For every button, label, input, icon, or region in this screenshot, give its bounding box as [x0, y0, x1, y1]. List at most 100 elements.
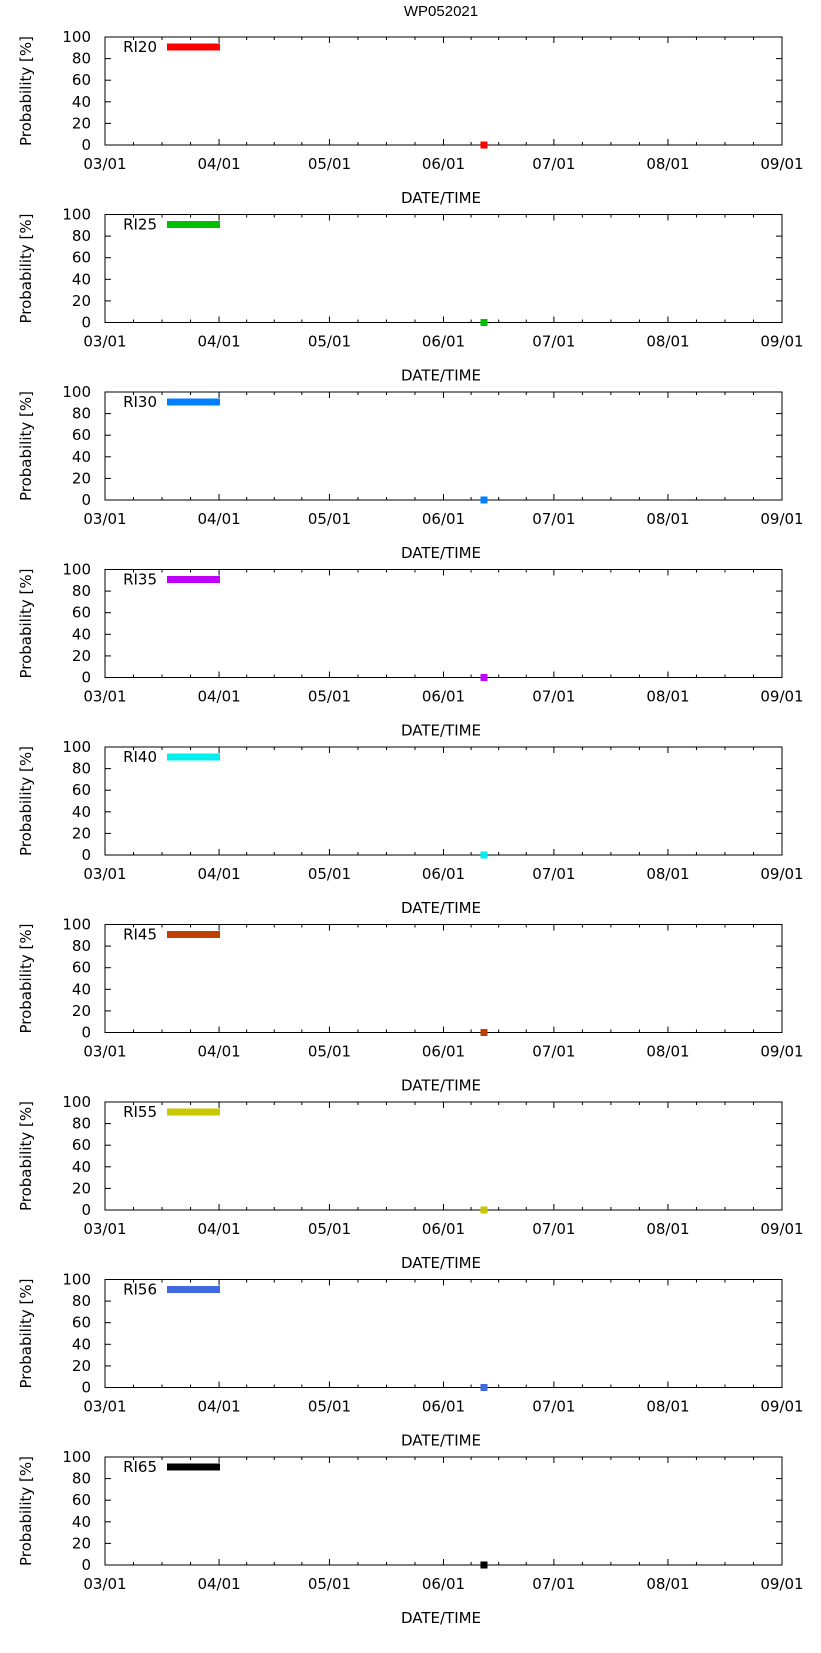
- x-tick-label: 09/01: [760, 333, 803, 351]
- y-axis-label: Probability [%]: [17, 391, 35, 501]
- y-tick-label: 100: [62, 916, 91, 934]
- x-tick-label: 04/01: [197, 333, 240, 351]
- x-axis-label: DATE/TIME: [401, 544, 481, 562]
- x-tick-label: 09/01: [760, 1043, 803, 1061]
- x-tick-label: 06/01: [422, 1043, 465, 1061]
- y-tick-label: 60: [72, 249, 91, 267]
- legend-label: RI56: [123, 1281, 157, 1299]
- y-tick-label: 60: [72, 1136, 91, 1154]
- y-tick-label: 20: [72, 1534, 91, 1552]
- y-tick-label: 40: [72, 625, 91, 643]
- y-tick-label: 60: [72, 426, 91, 444]
- y-tick-label: 20: [72, 647, 91, 665]
- y-axis-label: Probability [%]: [17, 923, 35, 1033]
- x-tick-label: 03/01: [83, 1043, 126, 1061]
- panel-ri30: 0 20 40 60 80 100 03/01 04/01 05/01 06/01 07/01 08/…: [17, 383, 804, 562]
- panel-ri35: 0 20 40 60 80 100 03/01 04/01 05/01 06/01 07/01 08/…: [17, 561, 804, 740]
- x-tick-label: 08/01: [646, 1220, 689, 1238]
- panel-ri65: 0 20 40 60 80 100 03/01 04/01 05/01 06/01 07/01 08/…: [17, 1448, 804, 1627]
- plot-frame: [104, 1101, 783, 1211]
- x-tick-label: 04/01: [197, 688, 240, 706]
- x-tick-label: 05/01: [308, 688, 351, 706]
- panel-ri25: 0 20 40 60 80 100 03/01 04/01 05/01 06/01 07/01 08/…: [17, 206, 804, 385]
- y-tick-label: 80: [72, 227, 91, 245]
- y-tick-label: 100: [62, 28, 91, 46]
- x-tick-label: 04/01: [197, 155, 240, 173]
- y-tick-label: 80: [72, 937, 91, 955]
- x-tick-label: 05/01: [308, 865, 351, 883]
- y-tick-label: 100: [62, 206, 91, 224]
- y-tick-label: 60: [72, 1314, 91, 1332]
- x-tick-label: 03/01: [83, 688, 126, 706]
- x-tick-label: 07/01: [532, 688, 575, 706]
- y-tick-label: 80: [72, 405, 91, 423]
- y-tick-label: 80: [72, 1115, 91, 1133]
- chart-title: WP052021: [404, 3, 478, 20]
- x-tick-label: 04/01: [197, 1043, 240, 1061]
- x-tick-label: 05/01: [308, 333, 351, 351]
- x-axis-label: DATE/TIME: [401, 367, 481, 385]
- x-tick-label: 09/01: [760, 865, 803, 883]
- plot-frame: [104, 1279, 783, 1388]
- x-tick-label: 09/01: [760, 1398, 803, 1416]
- plot-frame: [104, 569, 783, 678]
- x-tick-label: 03/01: [83, 865, 126, 883]
- x-tick-label: 08/01: [646, 688, 689, 706]
- x-axis-label: DATE/TIME: [401, 899, 481, 917]
- y-tick-label: 20: [72, 824, 91, 842]
- data-point: [480, 1029, 488, 1036]
- y-tick-label: 0: [81, 846, 91, 864]
- y-tick-label: 100: [62, 1271, 91, 1289]
- x-tick-label: 07/01: [532, 1043, 575, 1061]
- plot-frame: [104, 391, 783, 501]
- y-tick-label: 20: [72, 292, 91, 310]
- x-tick-label: 07/01: [532, 1398, 575, 1416]
- y-tick-label: 40: [72, 448, 91, 466]
- x-tick-label: 09/01: [760, 155, 803, 173]
- y-tick-label: 80: [72, 1470, 91, 1488]
- x-tick-label: 05/01: [308, 1575, 351, 1593]
- legend-label: RI65: [123, 1458, 157, 1476]
- x-tick-label: 03/01: [83, 1575, 126, 1593]
- y-tick-label: 0: [81, 314, 91, 332]
- y-tick-label: 60: [72, 781, 91, 799]
- x-tick-label: 06/01: [422, 865, 465, 883]
- y-tick-label: 40: [72, 93, 91, 111]
- x-tick-label: 09/01: [760, 510, 803, 528]
- y-tick-label: 0: [81, 669, 91, 687]
- y-tick-label: 100: [62, 1093, 91, 1111]
- x-tick-label: 09/01: [760, 1575, 803, 1593]
- y-tick-label: 0: [81, 1556, 91, 1574]
- data-point: [480, 674, 488, 681]
- y-axis-label: Probability [%]: [17, 568, 35, 678]
- x-tick-label: 07/01: [532, 1220, 575, 1238]
- legend-label: RI35: [123, 571, 157, 589]
- x-tick-label: 03/01: [83, 510, 126, 528]
- y-tick-label: 20: [72, 1357, 91, 1375]
- y-tick-label: 100: [62, 738, 91, 756]
- y-tick-label: 20: [72, 1002, 91, 1020]
- data-point: [480, 1561, 488, 1569]
- panel-ri40: 0 20 40 60 80 100 03/01 04/01 05/01 06/01 07/01 08/…: [17, 738, 804, 917]
- legend-label: RI55: [123, 1103, 157, 1121]
- y-tick-label: 80: [72, 1292, 91, 1310]
- y-axis-label: Probability [%]: [17, 36, 35, 146]
- x-axis-label: DATE/TIME: [401, 1077, 481, 1095]
- x-tick-label: 04/01: [197, 510, 240, 528]
- data-point: [480, 141, 488, 149]
- y-axis-label: Probability [%]: [17, 1278, 35, 1388]
- panel-ri45: 0 20 40 60 80 100 03/01 04/01 05/01 06/01 07/01 08/…: [17, 916, 804, 1095]
- plot-frame: [104, 746, 783, 856]
- x-axis-label: DATE/TIME: [401, 1254, 481, 1272]
- y-tick-label: 80: [72, 582, 91, 600]
- panels: 0 20 40 60 80 100 03/01 04/01 05/01 06/01 07/01 08/…: [17, 28, 804, 1627]
- plot-frame: [104, 1456, 783, 1566]
- x-tick-label: 08/01: [646, 333, 689, 351]
- y-tick-label: 0: [81, 1201, 91, 1219]
- x-tick-label: 04/01: [197, 1398, 240, 1416]
- x-tick-label: 05/01: [308, 510, 351, 528]
- x-tick-label: 03/01: [83, 1398, 126, 1416]
- y-axis-label: Probability [%]: [17, 1101, 35, 1211]
- x-tick-label: 08/01: [646, 1043, 689, 1061]
